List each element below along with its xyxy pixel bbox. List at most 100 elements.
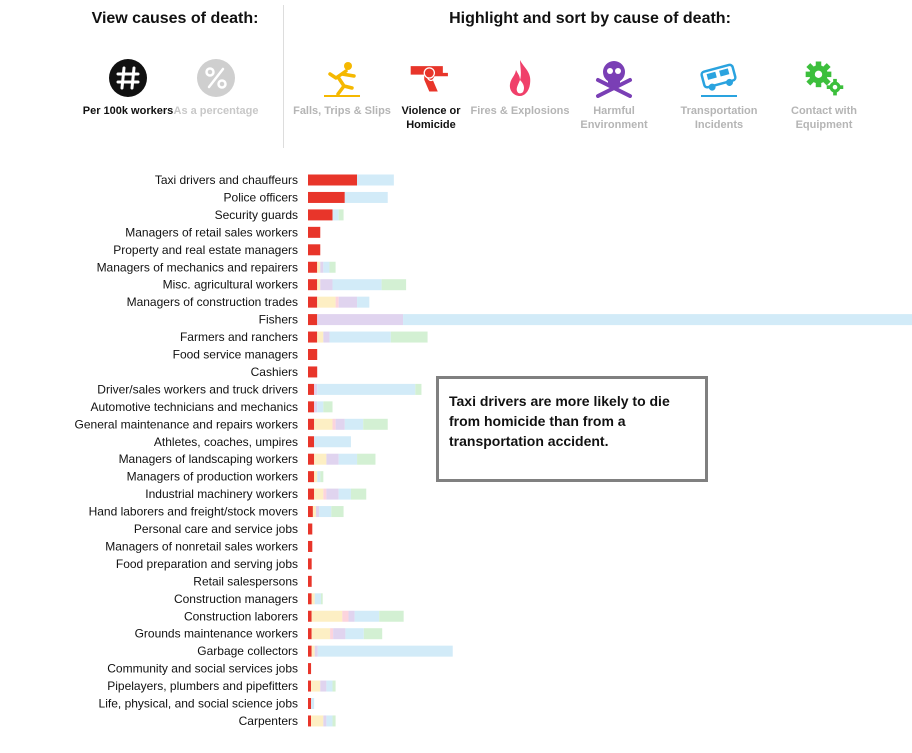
bar-segment[interactable]: [314, 645, 318, 657]
per-100k-option[interactable]: Per 100k workers: [78, 58, 178, 118]
bar-segment[interactable]: [335, 418, 345, 430]
bar-segment[interactable]: [338, 209, 344, 221]
bar-segment[interactable]: [363, 628, 383, 640]
bar-segment[interactable]: [320, 680, 327, 692]
bar-segment[interactable]: [308, 488, 315, 500]
bar-segment[interactable]: [308, 453, 315, 465]
bar-segment[interactable]: [308, 349, 318, 360]
bar-segment[interactable]: [326, 488, 339, 500]
bar-segment[interactable]: [317, 279, 321, 291]
bar-segment[interactable]: [344, 191, 388, 203]
bar-segment[interactable]: [415, 383, 422, 395]
bar-segment[interactable]: [311, 715, 324, 727]
bar-segment[interactable]: [329, 331, 391, 343]
bar-segment[interactable]: [320, 279, 333, 291]
bar-segment[interactable]: [332, 715, 336, 727]
bar-segment[interactable]: [317, 401, 324, 413]
bar-segment[interactable]: [354, 610, 380, 622]
bar-segment[interactable]: [317, 383, 416, 395]
bar-segment[interactable]: [308, 628, 312, 640]
bar-segment[interactable]: [319, 506, 332, 518]
bar-segment[interactable]: [308, 610, 312, 622]
cause-violence[interactable]: Violence or Homicide: [381, 58, 481, 132]
cause-equipment[interactable]: Contact with Equipment: [774, 58, 874, 132]
bar-segment[interactable]: [323, 261, 330, 273]
bar-segment[interactable]: [379, 610, 404, 622]
bar-segment[interactable]: [323, 488, 327, 500]
cause-transportation[interactable]: Transportation Incidents: [669, 58, 769, 132]
bar-segment[interactable]: [326, 453, 339, 465]
bar-segment[interactable]: [320, 261, 324, 273]
bar-segment[interactable]: [381, 279, 407, 291]
bar-segment[interactable]: [311, 628, 331, 640]
bar-segment[interactable]: [323, 401, 333, 413]
bar-segment[interactable]: [311, 610, 343, 622]
bar-segment[interactable]: [338, 488, 351, 500]
bar-segment[interactable]: [320, 593, 323, 605]
bar-segment[interactable]: [308, 698, 312, 709]
bar-segment[interactable]: [331, 506, 344, 518]
bar-segment[interactable]: [335, 296, 339, 308]
bar-segment[interactable]: [329, 261, 336, 273]
bar-segment[interactable]: [308, 715, 312, 727]
bar-segment[interactable]: [314, 593, 321, 605]
bar-segment[interactable]: [357, 296, 370, 308]
bar-segment[interactable]: [317, 261, 321, 273]
bar-segment[interactable]: [308, 174, 358, 186]
cause-harmful[interactable]: Harmful Environment: [564, 58, 664, 132]
bar-segment[interactable]: [314, 383, 318, 395]
bar-segment[interactable]: [308, 558, 312, 570]
bar-segment[interactable]: [308, 663, 312, 675]
bar-segment[interactable]: [308, 383, 315, 395]
bar-segment[interactable]: [314, 488, 324, 500]
bar-segment[interactable]: [308, 226, 321, 238]
bar-segment[interactable]: [323, 331, 330, 343]
bar-segment[interactable]: [330, 628, 334, 640]
bar-segment[interactable]: [332, 209, 339, 221]
bar-segment[interactable]: [332, 279, 382, 291]
bar-segment[interactable]: [317, 314, 404, 326]
bar-segment[interactable]: [308, 401, 315, 413]
cause-falls[interactable]: Falls, Trips & Slips: [292, 58, 392, 118]
bar-segment[interactable]: [348, 610, 355, 622]
bar-segment[interactable]: [308, 523, 313, 535]
bar-segment[interactable]: [308, 279, 318, 291]
bar-segment[interactable]: [314, 418, 333, 430]
bar-segment[interactable]: [308, 593, 312, 605]
bar-segment[interactable]: [326, 680, 333, 692]
bar-segment[interactable]: [308, 209, 333, 221]
bar-segment[interactable]: [311, 698, 315, 709]
bar-segment[interactable]: [314, 436, 351, 448]
bar-segment[interactable]: [308, 540, 313, 552]
percentage-option[interactable]: As a percentage: [166, 58, 266, 118]
bar-segment[interactable]: [314, 471, 318, 483]
bar-segment[interactable]: [308, 575, 312, 587]
bar-segment[interactable]: [308, 191, 345, 203]
bar-segment[interactable]: [342, 610, 349, 622]
bar-segment[interactable]: [317, 471, 321, 483]
bar-segment[interactable]: [311, 593, 315, 605]
bar-segment[interactable]: [308, 418, 315, 430]
bar-segment[interactable]: [308, 331, 318, 343]
bar-segment[interactable]: [320, 471, 324, 483]
bar-segment[interactable]: [308, 366, 318, 378]
bar-segment[interactable]: [311, 645, 315, 657]
bar-segment[interactable]: [311, 680, 321, 692]
bar-segment[interactable]: [390, 331, 428, 343]
bar-segment[interactable]: [308, 645, 312, 657]
bar-segment[interactable]: [338, 453, 358, 465]
bar-segment[interactable]: [317, 296, 336, 308]
bar-segment[interactable]: [317, 645, 453, 657]
bar-segment[interactable]: [403, 314, 912, 326]
bar-segment[interactable]: [314, 453, 327, 465]
bar-segment[interactable]: [326, 715, 333, 727]
bar-segment[interactable]: [363, 418, 388, 430]
bar-segment[interactable]: [332, 418, 336, 430]
bar-segment[interactable]: [333, 628, 346, 640]
bar-segment[interactable]: [308, 506, 313, 518]
bar-segment[interactable]: [323, 715, 327, 727]
bar-segment[interactable]: [315, 506, 320, 518]
cause-fires[interactable]: Fires & Explosions: [470, 58, 570, 118]
bar-segment[interactable]: [332, 680, 336, 692]
bar-segment[interactable]: [308, 296, 318, 308]
